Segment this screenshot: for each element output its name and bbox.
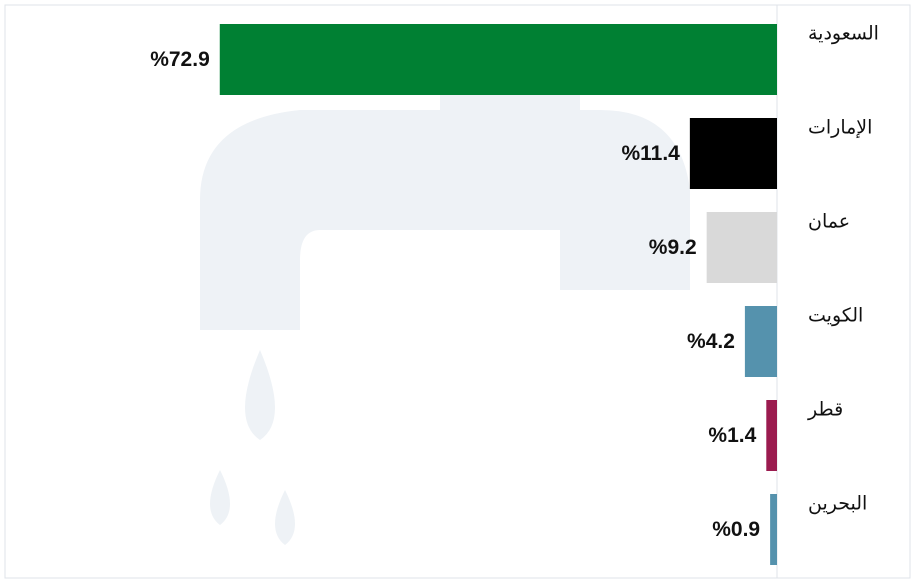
category-label: الإمارات <box>808 117 872 139</box>
bar <box>219 24 777 95</box>
category-label: الكويت <box>808 305 863 327</box>
bar <box>706 212 777 283</box>
category-label: البحرين <box>808 493 867 515</box>
value-label: %9.2 <box>649 236 697 259</box>
category-label: عمان <box>808 211 850 233</box>
watermark <box>200 80 690 545</box>
value-label: %11.4 <box>621 142 680 165</box>
value-label: %4.2 <box>687 330 735 353</box>
bar <box>744 306 777 377</box>
value-label: %1.4 <box>708 424 756 447</box>
category-label: السعودية <box>808 23 879 45</box>
bar <box>766 400 777 471</box>
bar <box>770 494 777 565</box>
bar <box>689 118 777 189</box>
value-label: %0.9 <box>712 518 760 541</box>
chart-border <box>4 4 911 579</box>
value-label: %72.9 <box>150 48 210 71</box>
category-label: قطر <box>807 399 843 421</box>
